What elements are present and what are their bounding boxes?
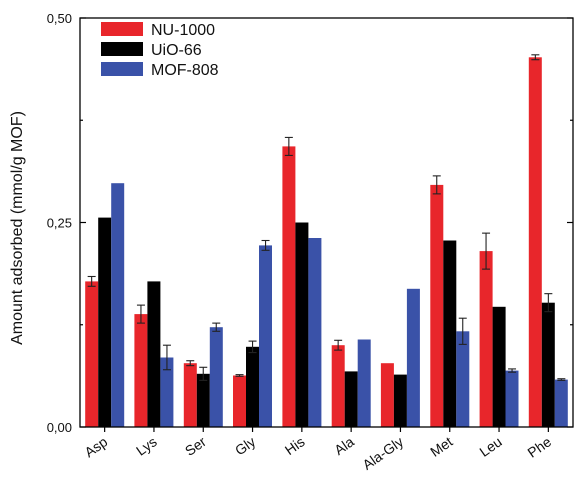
bar-asp-mof-808 [111, 183, 125, 427]
error-bar-met-nu-1000 [432, 175, 441, 195]
bars-layer [85, 57, 568, 428]
bar-asp-nu-1000 [85, 281, 99, 427]
bar-his-uio-66 [295, 222, 309, 427]
error-bar-lys-nu-1000 [136, 304, 145, 324]
bar-phe-nu-1000 [528, 57, 542, 428]
bar-gly-nu-1000 [233, 375, 246, 427]
error-bar-ser-nu-1000 [186, 360, 195, 367]
y-tick-label: 0,00 [47, 420, 72, 435]
bar-his-mof-808 [308, 238, 322, 427]
bar-ser-uio-66 [196, 373, 210, 427]
bar-lys-uio-66 [147, 281, 161, 427]
bar-met-nu-1000 [430, 184, 444, 427]
error-bar-ser-mof-808 [212, 322, 221, 332]
bar-leu-nu-1000 [479, 251, 493, 427]
error-bar-leu-nu-1000 [482, 232, 491, 270]
bar-ser-nu-1000 [183, 363, 197, 427]
y-axis-label: Amount adsorbed (mmol/g MOF) [9, 111, 26, 345]
error-bar-phe-mof-808 [557, 378, 566, 381]
legend-label-mof-808: MOF-808 [151, 62, 219, 79]
error-bar-lys-mof-808 [162, 344, 171, 371]
legend-swatch-nu-1000 [101, 22, 143, 36]
legend-swatch-uio-66 [101, 42, 143, 56]
error-bar-phe-uio-66 [544, 293, 553, 313]
error-bar-his-nu-1000 [284, 136, 293, 156]
bar-ser-mof-808 [209, 327, 223, 427]
bar-asp-uio-66 [98, 217, 112, 427]
y-tick-label: 0,50 [47, 11, 72, 26]
error-bar-ala-nu-1000 [334, 339, 343, 351]
bar-ala-uio-66 [344, 371, 358, 427]
bar-ala-gly-nu-1000 [380, 363, 394, 427]
error-bar-leu-mof-808 [508, 368, 517, 373]
bar-ala-gly-mof-808 [406, 288, 420, 427]
error-bars-layer [87, 54, 566, 381]
error-bar-gly-uio-66 [248, 340, 257, 354]
legend: NU-1000 UiO-66 MOF-808 [101, 22, 219, 79]
legend-label-uio-66: UiO-66 [151, 42, 202, 59]
error-bar-gly-nu-1000 [235, 374, 244, 377]
bar-phe-mof-808 [554, 379, 568, 427]
y-tick-label: 0,25 [47, 216, 72, 231]
bar-lys-mof-808 [160, 357, 174, 427]
bar-ala-mof-808 [357, 339, 371, 427]
bar-ala-gly-uio-66 [393, 374, 407, 427]
bar-leu-mof-808 [505, 370, 519, 427]
error-bar-ser-uio-66 [199, 366, 208, 381]
bar-gly-uio-66 [246, 346, 259, 427]
bar-lys-nu-1000 [134, 314, 148, 427]
bar-phe-uio-66 [541, 302, 555, 427]
bar-ala-nu-1000 [331, 345, 345, 427]
error-bar-met-mof-808 [458, 317, 467, 345]
bar-met-uio-66 [443, 240, 457, 427]
legend-swatch-mof-808 [101, 62, 143, 76]
error-bar-phe-nu-1000 [531, 54, 540, 61]
bar-his-nu-1000 [282, 146, 296, 427]
error-bar-gly-mof-808 [261, 239, 270, 251]
bar-met-mof-808 [456, 331, 470, 427]
bar-leu-uio-66 [492, 306, 506, 427]
bar-gly-mof-808 [259, 245, 272, 427]
legend-label-nu-1000: NU-1000 [151, 22, 215, 39]
error-bar-asp-nu-1000 [87, 275, 96, 287]
